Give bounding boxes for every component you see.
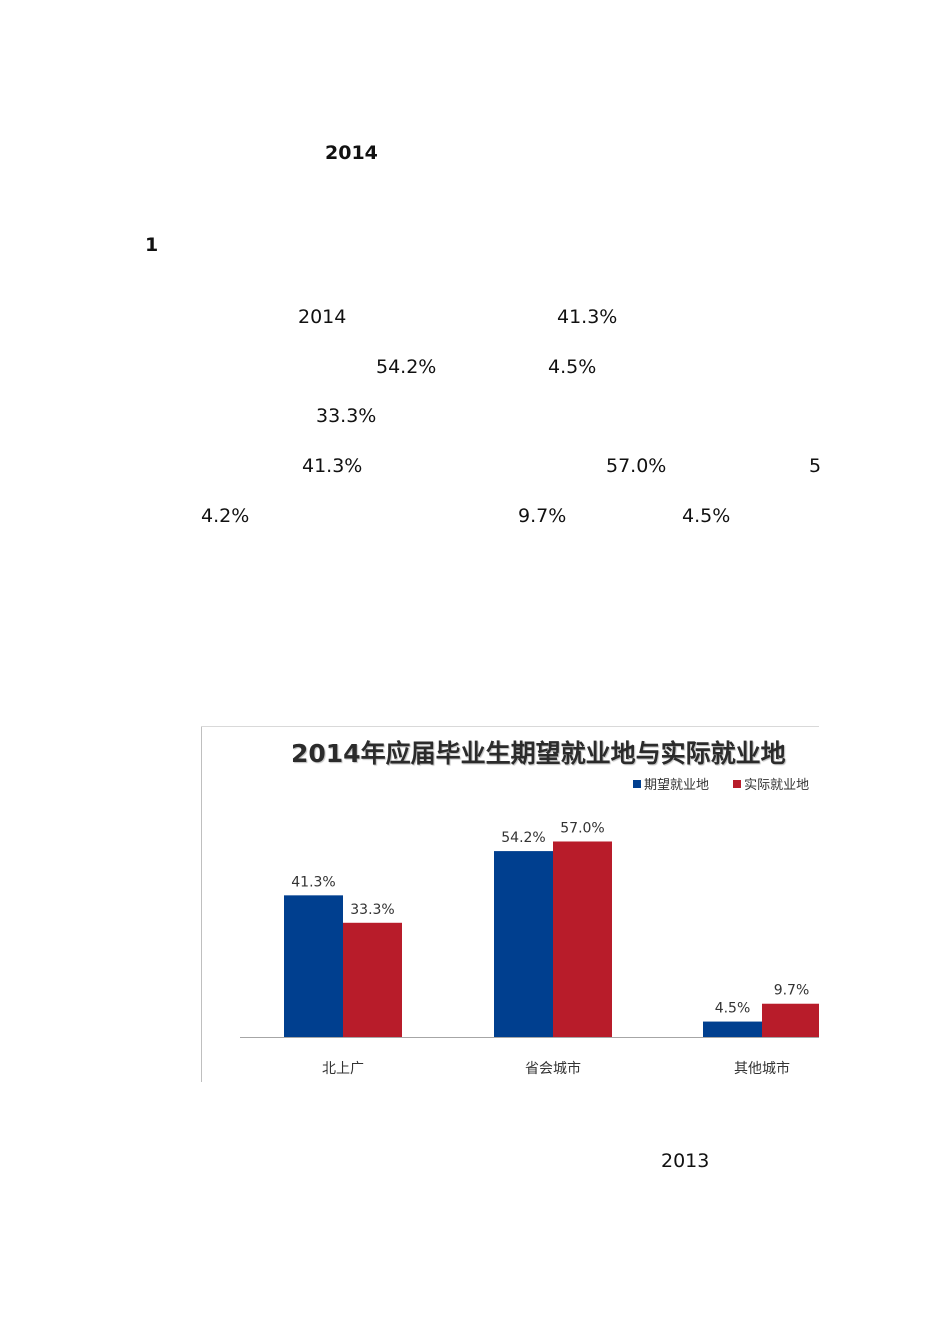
bar-actual-1 [553,841,612,1037]
paragraph-fragment: 54.2% [376,356,437,378]
paragraph-fragment: 41.3% [557,306,618,328]
chart-legend: 期望就业地 实际就业地 [633,774,819,793]
chart-plot: 41.3% 33.3% 北上广 54.2% 57.0% 省会城市 4.5% 9.7% 其他城市 [240,820,819,1077]
bar-actual-2 [762,1003,819,1037]
chart-border-top [201,726,819,727]
data-label-actual-2: 9.7% [774,983,810,999]
legend-label-expected: 期望就业地 [644,778,710,793]
paragraph-fragment: 33.3% [316,405,377,427]
paragraph-fragment: 4.2% [201,505,250,527]
paragraph-fragment: 4.5% [548,356,597,378]
paragraph-fragment: 9.7% [518,505,567,527]
legend-item-expected: 期望就业地 [633,774,709,793]
bar-actual-0 [343,922,402,1037]
footer-year: 2013 [661,1150,710,1172]
data-label-expected-2: 4.5% [715,1001,751,1017]
bar-expected-0 [284,895,343,1037]
document-heading-year: 2014 [325,142,378,164]
section-number: 1 [145,234,159,256]
data-label-actual-1: 57.0% [560,820,604,836]
paragraph-fragment: 2014 [298,306,347,328]
data-label-actual-0: 33.3% [350,902,394,918]
bar-expected-1 [494,851,553,1037]
chart-title: 2014年应届毕业生期望就业地与实际就业地 [291,739,786,768]
paragraph-fragment: 57.0% [606,455,667,477]
employment-location-chart: 2014年应届毕业生期望就业地与实际就业地 期望就业地 实际就业地 41.3% 3… [201,726,819,1082]
x-tick-label-1: 省会城市 [525,1060,581,1077]
legend-swatch-actual [733,779,742,788]
x-tick-label-2: 其他城市 [734,1060,790,1077]
legend-label-actual: 实际就业地 [744,778,810,793]
paragraph-fragment: 41.3% [302,455,363,477]
paragraph-fragment: 5 [809,455,822,477]
data-label-expected-1: 54.2% [501,830,545,846]
bar-expected-2 [703,1021,762,1037]
legend-item-actual: 实际就业地 [733,774,809,793]
chart-border-left [201,726,202,1082]
x-tick-label-0: 北上广 [322,1061,364,1077]
data-label-expected-0: 41.3% [291,874,335,890]
legend-swatch-expected [633,779,641,788]
paragraph-fragment: 4.5% [682,505,731,527]
